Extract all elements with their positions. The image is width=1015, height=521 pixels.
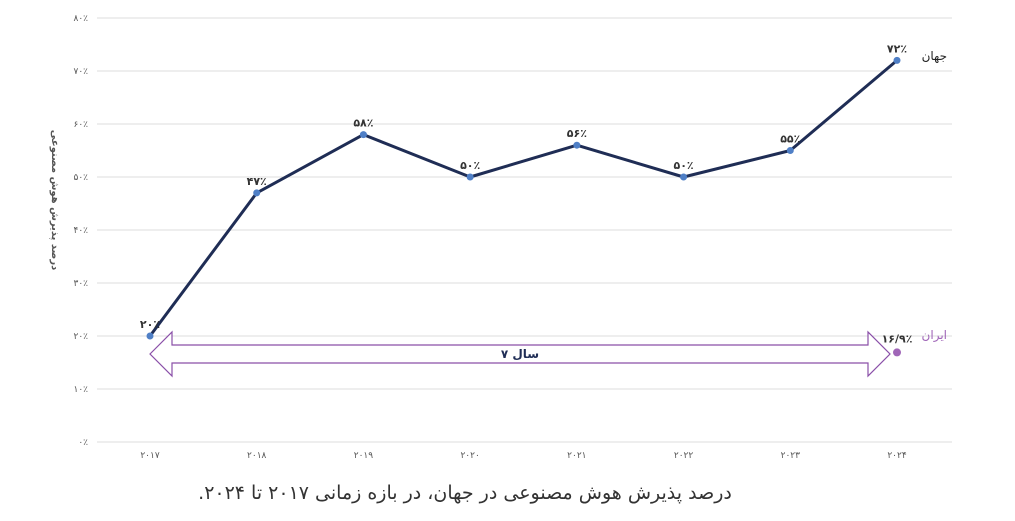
x-tick-label: ۲۰۲۳ — [781, 451, 801, 461]
data-label: ۵۸٪ — [353, 117, 373, 130]
line-chart: ۰٪۱۰٪۲۰٪۳۰٪۴۰٪۵۰٪۶۰٪۷۰٪۸۰٪ ۲۰۱۷ ۲۰۱۸ ۲۰۱۹ ۲… — [49, 14, 952, 461]
data-point — [466, 173, 474, 181]
data-label: ۴۷٪ — [247, 175, 267, 188]
y-tick-label: ۶۰٪ — [73, 120, 88, 130]
y-tick-label: ۸۰٪ — [73, 14, 88, 24]
data-point — [786, 147, 794, 154]
y-axis-label: درصد پذیرش هوش مصنوعی — [49, 130, 60, 270]
data-label: ۵۶٪ — [567, 127, 587, 140]
y-axis-ticks: ۰٪ ۱۰٪ ۲۰٪ ۳۰٪ ۴۰٪ ۵۰٪ ۶۰٪ ۷۰٪ ۸۰٪ — [73, 14, 88, 448]
series-layer: ۲۰٪ ۴۷٪ ۵۸٪ ۵۰٪ ۵۶٪ ۵۰٪ ۵۵٪ ۷۲٪ جهان ۱۶/۹٪ ایران — [140, 42, 947, 357]
series-line — [148, 59, 898, 337]
double-arrow — [149, 330, 891, 378]
x-tick-label: ۲۰۲۴ — [887, 451, 907, 461]
y-tick-label: ۱۰٪ — [73, 385, 88, 395]
period-annotation: ۷ سال — [149, 330, 891, 378]
y-tick-label: ۰٪ — [78, 438, 88, 448]
x-tick-label: ۲۰۲۲ — [674, 451, 694, 461]
x-axis-ticks: ۲۰۱۷ ۲۰۱۸ ۲۰۱۹ ۲۰۲۰ ۲۰۲۱ ۲۰۲۲ ۲۰۲۳ ۲۰۲۴ — [140, 451, 907, 461]
data-point — [893, 348, 901, 357]
data-label: ۵۰٪ — [673, 159, 693, 172]
data-label: ۵۵٪ — [780, 133, 800, 146]
period-label: ۷ سال — [501, 347, 539, 361]
chart-caption: درصد پذیرش هوش مصنوعی در جهان، در بازه ز… — [198, 482, 732, 504]
y-tick-label: ۲۰٪ — [73, 332, 88, 342]
data-label: ۱۶/۹٪ — [882, 332, 913, 345]
data-label: ۵۰٪ — [460, 159, 480, 172]
data-point — [253, 189, 261, 197]
series-name: ایران — [922, 328, 947, 343]
data-point — [573, 141, 581, 149]
data-label: ۲۰٪ — [140, 318, 160, 331]
series-name: جهان — [922, 49, 947, 63]
gridlines — [97, 17, 952, 443]
y-tick-label: ۴۰٪ — [73, 226, 88, 236]
x-tick-label: ۲۰۱۷ — [140, 451, 160, 461]
data-point — [893, 56, 901, 64]
y-tick-label: ۵۰٪ — [73, 173, 88, 183]
x-tick-label: ۲۰۱۸ — [247, 451, 267, 461]
x-tick-label: ۲۰۱۹ — [354, 451, 374, 461]
x-tick-label: ۲۰۲۰ — [460, 451, 479, 461]
y-tick-label: ۳۰٪ — [73, 279, 88, 289]
x-tick-label: ۲۰۲۱ — [567, 451, 586, 461]
y-tick-label: ۷۰٪ — [73, 67, 88, 77]
data-point — [680, 173, 688, 181]
data-point — [146, 332, 154, 340]
data-point — [359, 131, 367, 139]
data-label: ۷۲٪ — [887, 42, 907, 55]
